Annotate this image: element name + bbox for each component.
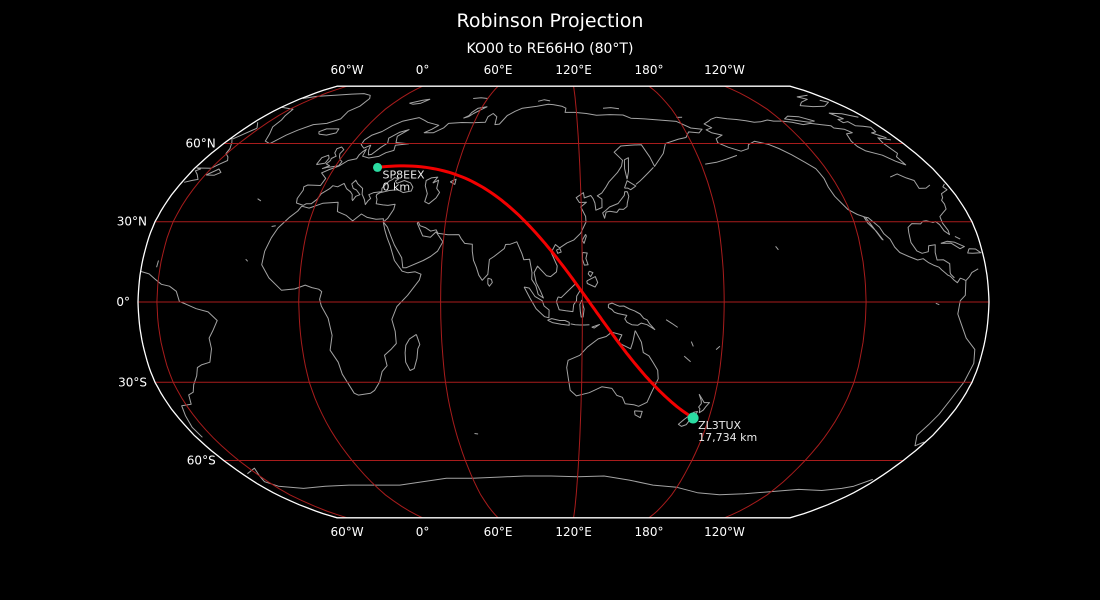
axis-label-top: 120°W [704, 63, 745, 77]
axis-label-left: 0° [116, 295, 130, 309]
coastline-segment [676, 478, 873, 496]
axis-label-bottom: 60°E [484, 525, 513, 539]
coastline-segment [607, 302, 656, 331]
station-callsign-label: SP8EEX [383, 168, 426, 181]
axis-label-bottom: 0° [416, 525, 430, 539]
meridian-line [648, 85, 725, 519]
coastline-segment [683, 355, 691, 363]
coastline-segment [473, 97, 488, 99]
coastline-segment [705, 154, 738, 165]
coastline-segment [591, 324, 600, 329]
axis-label-bottom: 60°W [331, 525, 364, 539]
coastline-segment [602, 191, 630, 219]
coastline-segment [635, 167, 654, 185]
figure-subtitle: KO00 to RE66HO (80°T) [466, 41, 634, 57]
coastline-segment [256, 122, 259, 129]
coastline-segment [537, 99, 551, 102]
coastline-segment [523, 286, 550, 319]
graticule [138, 85, 989, 519]
meridian-line [724, 85, 867, 519]
coastline-segment [703, 116, 976, 447]
coastline-segment [796, 94, 825, 108]
coastline-segment [954, 235, 961, 240]
coastline-segment [967, 248, 982, 254]
station-marker-sp8eex [373, 162, 382, 172]
coastline-segment [247, 467, 677, 489]
coastline-segment [556, 248, 562, 254]
coastline-segment [404, 333, 421, 371]
coastline-segment [318, 128, 340, 136]
axis-label-top: 120°E [555, 63, 592, 77]
coastline-segment [463, 106, 488, 119]
axis-label-top: 60°E [484, 63, 513, 77]
coastline-segment [784, 115, 815, 123]
coastline-segment [264, 106, 294, 145]
coastline-segment [570, 323, 590, 326]
coastline-segment [269, 93, 371, 145]
axis-label-top: 0° [416, 63, 430, 77]
station-callsign-label: ZL3TUX [698, 419, 741, 432]
coastline-segment [586, 276, 599, 288]
axis-label-top: 180° [635, 63, 664, 77]
coastline-segment [587, 270, 594, 278]
coastline-segment [555, 283, 581, 313]
coastline-segment [424, 176, 441, 205]
coastline-segment [474, 433, 479, 435]
coastline-segment [566, 330, 659, 407]
coastline-segment [715, 345, 721, 350]
coastline-segment [634, 410, 643, 419]
meridian-line [156, 85, 348, 519]
coastline-segment [140, 271, 218, 438]
meridian-line [298, 85, 423, 519]
coastline-segment [819, 99, 829, 107]
axis-label-left: 30°S [118, 375, 147, 389]
axis-label-bottom: 120°E [555, 525, 592, 539]
axis-label-top: 60°W [331, 63, 364, 77]
coastline-segment [409, 98, 431, 105]
coastline-segment [716, 116, 907, 166]
coastline-segment [624, 180, 637, 191]
coastlines [140, 93, 982, 496]
coastline-segment [487, 277, 493, 287]
axis-label-left: 30°N [117, 215, 147, 229]
coastline-segment [698, 393, 710, 414]
coastline-segment [316, 154, 330, 166]
coastline-segment [205, 168, 222, 176]
coastline-segment [245, 258, 249, 262]
meridian-line [573, 86, 583, 518]
coastline-segment [271, 225, 276, 227]
axis-label-bottom: 180° [635, 525, 664, 539]
coastline-segment [690, 341, 694, 347]
great-circle-path [376, 164, 695, 420]
coastline-segment [602, 107, 620, 110]
station-distance-label: 17,734 km [698, 431, 757, 444]
coastline-segment [321, 146, 345, 170]
station-marker-zl3tux [687, 412, 699, 424]
map-outline [137, 85, 990, 519]
coastline-segment [935, 302, 940, 306]
figure-title: Robinson Projection [456, 10, 644, 32]
coastline-segment [665, 319, 678, 328]
coastline-segment [581, 234, 587, 244]
coastline-segment [623, 157, 629, 180]
station-distance-label: 0 km [383, 180, 411, 193]
coastline-segment [965, 268, 979, 281]
coastline-segment [232, 127, 258, 140]
coastline-segment [156, 260, 159, 268]
axis-label-left: 60°N [185, 137, 215, 151]
axis-label-bottom: 120°W [704, 525, 745, 539]
coastline-segment [547, 318, 570, 326]
coastline-segment [261, 201, 422, 396]
coastline-segment [257, 198, 262, 202]
coastline-segment [889, 173, 931, 189]
axis-label-left: 60°S [187, 454, 216, 468]
coastline-segment [828, 112, 887, 139]
coastline-segment [581, 252, 589, 266]
meridian-line [440, 85, 499, 519]
coastline-segment [296, 103, 703, 299]
coastline-segment [940, 240, 965, 250]
coastline-segment [775, 245, 779, 251]
